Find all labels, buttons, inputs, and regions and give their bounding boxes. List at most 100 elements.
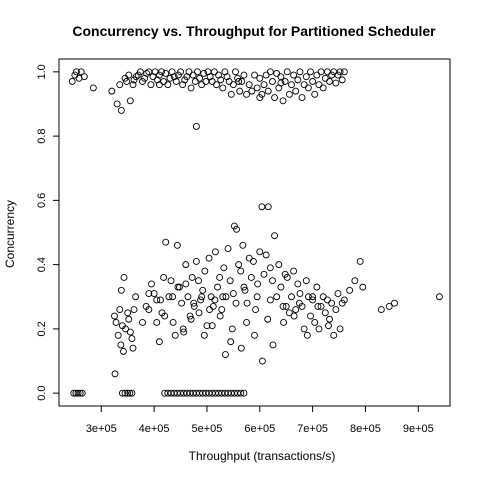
data-point	[237, 389, 245, 397]
data-point	[145, 290, 153, 297]
data-point	[235, 78, 243, 85]
data-point	[205, 254, 213, 262]
data-point	[314, 302, 322, 310]
y-tick-label: 0.4	[36, 257, 48, 272]
data-point	[309, 78, 317, 85]
data-point	[136, 68, 144, 76]
data-point	[114, 331, 122, 339]
data-point	[191, 78, 199, 85]
data-point	[264, 87, 272, 95]
data-point	[296, 290, 304, 297]
data-point	[311, 319, 319, 326]
data-point	[77, 68, 85, 76]
data-point	[117, 286, 125, 294]
data-point	[171, 331, 179, 339]
data-point	[124, 389, 132, 397]
x-axis: 3e+05 4e+05 5e+05 6e+05 7e+05 8e+05 9e+05	[86, 405, 434, 435]
data-point	[304, 84, 312, 92]
data-point	[296, 68, 304, 76]
data-point	[227, 338, 235, 346]
data-point	[122, 325, 130, 333]
data-point	[213, 81, 220, 89]
data-point	[279, 302, 287, 310]
data-point	[150, 290, 158, 297]
data-point	[309, 293, 317, 301]
data-point	[238, 78, 246, 85]
data-point	[130, 306, 138, 314]
data-point	[118, 389, 126, 397]
data-point	[248, 87, 256, 95]
data-point	[258, 203, 266, 211]
data-point	[319, 293, 327, 301]
y-tick-label: 1.0	[36, 64, 48, 79]
data-point	[266, 264, 274, 272]
data-point	[219, 84, 227, 92]
data-point	[302, 277, 310, 285]
data-point	[302, 73, 310, 81]
data-point	[325, 322, 332, 330]
data-point	[321, 309, 329, 317]
data-point	[190, 302, 198, 310]
data-point	[346, 286, 354, 294]
data-point	[167, 277, 175, 285]
data-point	[224, 245, 232, 253]
data-point	[220, 264, 228, 272]
data-point	[237, 267, 245, 275]
data-point	[359, 283, 367, 291]
data-point	[243, 319, 251, 326]
data-point	[307, 312, 314, 320]
y-tick-label: 0.6	[36, 193, 48, 208]
data-point	[232, 68, 239, 76]
data-point	[240, 389, 248, 397]
data-point	[258, 357, 266, 365]
x-tick-label: 3e+05	[86, 423, 117, 435]
data-point	[260, 270, 268, 278]
x-tick-label: 7e+05	[297, 423, 328, 435]
data-point	[266, 68, 274, 76]
data-point	[214, 283, 221, 291]
x-tick-label: 8e+05	[350, 423, 381, 435]
data-point	[162, 238, 170, 246]
data-point	[228, 325, 236, 333]
data-point	[111, 312, 118, 320]
data-point	[166, 74, 174, 82]
data-point	[235, 261, 243, 269]
data-point	[330, 331, 338, 339]
data-point	[125, 315, 133, 323]
data-point	[252, 306, 260, 314]
data-point	[285, 309, 293, 317]
data-point	[243, 90, 251, 98]
data-point	[89, 84, 97, 92]
data-point	[241, 286, 249, 294]
data-point	[128, 335, 136, 342]
data-point	[120, 347, 127, 355]
data-point	[128, 389, 136, 397]
data-point	[294, 76, 302, 84]
data-point	[210, 68, 218, 76]
data-point	[273, 70, 281, 77]
data-point	[120, 274, 128, 281]
x-tick-label: 6e+05	[244, 423, 275, 435]
data-point	[72, 68, 80, 76]
data-point	[196, 74, 203, 82]
data-point	[203, 322, 211, 330]
data-point	[188, 274, 196, 281]
data-point	[218, 306, 226, 314]
data-point	[294, 280, 302, 288]
data-point	[139, 319, 146, 326]
data-point	[132, 73, 140, 81]
data-point	[300, 325, 308, 333]
data-point	[121, 389, 129, 397]
data-point	[245, 254, 253, 262]
data-point	[319, 84, 327, 92]
data-point	[377, 306, 385, 314]
data-point	[285, 90, 293, 98]
x-tick-label: 5e+05	[191, 423, 222, 435]
data-point	[247, 274, 255, 281]
data-point	[334, 290, 342, 297]
data-point	[132, 293, 140, 301]
data-point	[271, 94, 279, 102]
data-point	[222, 293, 230, 301]
data-point	[351, 277, 359, 285]
